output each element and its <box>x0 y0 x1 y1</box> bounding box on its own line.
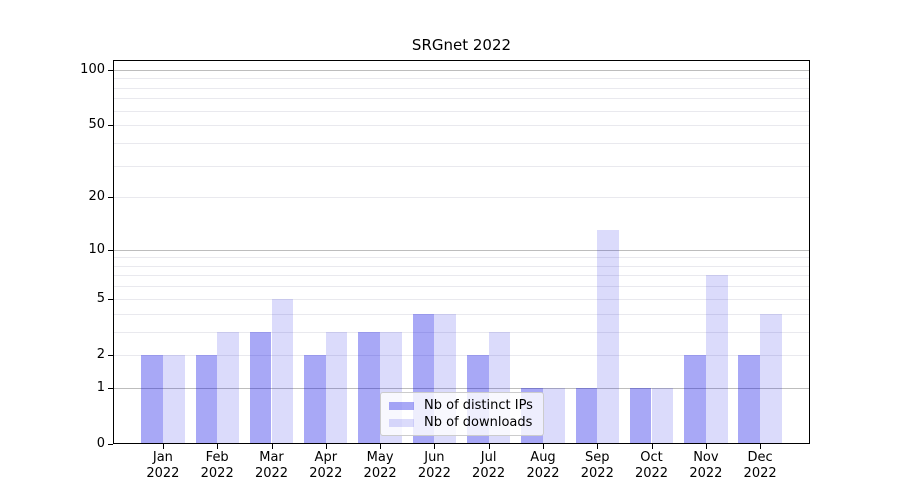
chart-title: SRGnet 2022 <box>411 36 512 54</box>
x-tick-label-feb: Feb 2022 <box>200 450 234 481</box>
x-tick-label-jan: Jan 2022 <box>146 450 180 481</box>
x-tick-feb <box>217 444 219 449</box>
bar-distinct-ips-nov <box>684 354 706 444</box>
gridline-9 <box>113 257 810 259</box>
gridline-3 <box>113 331 810 333</box>
gridline-2 <box>113 354 810 356</box>
x-tick-jun <box>434 444 436 449</box>
x-tick-label-apr: Apr 2022 <box>309 450 343 481</box>
gridline-4 <box>113 313 810 315</box>
bar-distinct-ips-apr <box>304 354 326 444</box>
y-tick-label-10: 10 <box>88 241 105 257</box>
bar-distinct-ips-jan <box>141 354 163 444</box>
bar-downloads-jan <box>162 354 185 444</box>
y-tick-label-1: 1 <box>96 379 105 395</box>
gridline-6 <box>113 286 810 288</box>
y-tick-label-2: 2 <box>96 346 105 362</box>
legend-label-distinct-ips: Nb of distinct IPs <box>424 398 533 413</box>
gridline-10 <box>113 249 810 251</box>
gridline-30 <box>113 165 810 167</box>
legend-item-distinct-ips: Nb of distinct IPs <box>389 397 533 414</box>
gridline-7 <box>113 275 810 277</box>
x-tick-label-dec: Dec 2022 <box>743 450 777 481</box>
x-tick-sep <box>597 444 599 449</box>
bar-distinct-ips-dec <box>738 354 761 444</box>
bar-distinct-ips-may <box>358 331 381 444</box>
bar-downloads-nov <box>705 275 728 444</box>
y-tick-label-0: 0 <box>96 436 105 451</box>
plot-area <box>113 60 810 444</box>
bar-downloads-aug <box>543 387 565 444</box>
x-tick-dec <box>760 444 762 449</box>
gridline-90 <box>113 78 810 80</box>
x-tick-label-oct: Oct 2022 <box>634 450 669 481</box>
legend: Nb of distinct IPs Nb of downloads <box>380 392 544 436</box>
gridline-5 <box>113 298 810 300</box>
x-tick-may <box>380 444 382 449</box>
bar-downloads-dec <box>760 313 782 444</box>
gridline-1 <box>113 387 810 389</box>
x-tick-label-jun: Jun 2022 <box>417 450 451 481</box>
bar-distinct-ips-mar <box>249 331 272 444</box>
x-tick-nov <box>705 444 707 449</box>
y-tick-label-5: 5 <box>96 290 105 306</box>
x-tick-label-nov: Nov 2022 <box>689 450 723 481</box>
x-tick-label-jul: Jul 2022 <box>472 450 506 481</box>
y-tick-label-50: 50 <box>88 117 105 133</box>
y-tick-2 <box>108 354 113 356</box>
y-tick-50 <box>108 125 113 127</box>
gridline-80 <box>113 87 810 89</box>
legend-swatch-downloads <box>389 418 414 427</box>
y-tick-10 <box>108 249 113 251</box>
legend-label-downloads: Nb of downloads <box>424 415 533 430</box>
gridline-100 <box>113 69 810 71</box>
y-tick-100 <box>108 69 113 71</box>
x-tick-apr <box>325 444 327 449</box>
bar-downloads-apr <box>325 331 348 444</box>
bar-downloads-oct <box>651 387 674 444</box>
gridline-50 <box>113 125 810 127</box>
bar-distinct-ips-oct <box>629 387 652 444</box>
bar-downloads-sep <box>597 230 619 444</box>
x-tick-label-aug: Aug 2022 <box>526 450 560 481</box>
y-tick-5 <box>108 298 113 300</box>
y-tick-20 <box>108 197 113 199</box>
bar-downloads-feb <box>217 331 239 444</box>
gridline-20 <box>113 197 810 199</box>
gridline-70 <box>113 98 810 100</box>
y-tick-label-100: 100 <box>80 61 105 77</box>
y-tick-0 <box>108 444 113 445</box>
x-tick-label-may: May 2022 <box>363 450 397 481</box>
x-tick-oct <box>651 444 653 449</box>
gridline-8 <box>113 265 810 267</box>
x-tick-label-mar: Mar 2022 <box>254 450 289 481</box>
x-tick-label-sep: Sep 2022 <box>580 450 614 481</box>
gridline-60 <box>113 110 810 112</box>
y-tick-1 <box>108 387 113 389</box>
bar-distinct-ips-sep <box>575 387 598 444</box>
x-tick-aug <box>543 444 544 449</box>
x-tick-mar <box>271 444 273 449</box>
y-tick-label-20: 20 <box>88 189 105 205</box>
x-tick-jul <box>488 444 490 449</box>
bar-downloads-mar <box>271 298 294 444</box>
gridline-40 <box>113 142 810 144</box>
bar-distinct-ips-feb <box>195 354 218 444</box>
legend-item-downloads: Nb of downloads <box>389 414 533 431</box>
x-tick-jan <box>162 444 164 449</box>
legend-swatch-distinct-ips <box>389 401 414 410</box>
